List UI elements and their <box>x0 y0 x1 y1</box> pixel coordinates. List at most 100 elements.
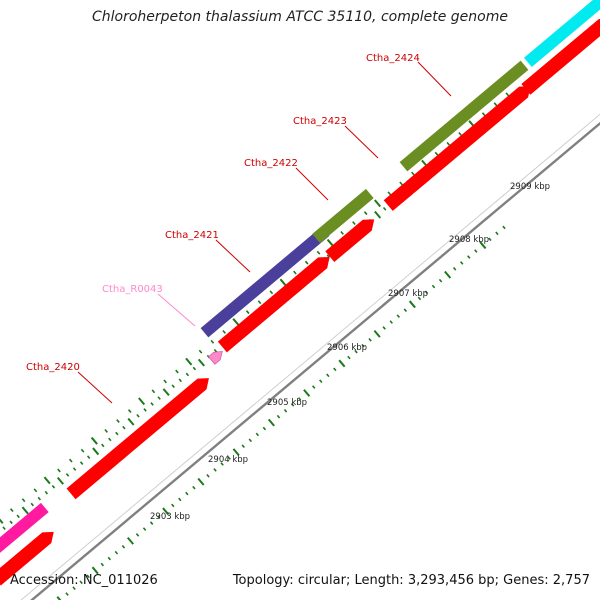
category-bar-cat-magenta <box>0 502 49 558</box>
topology-value: circular <box>297 573 346 588</box>
tick-mark <box>493 102 498 107</box>
cds-arrow <box>404 86 531 194</box>
tick-mark <box>122 425 126 430</box>
leader-line-Ctha_2423 <box>344 125 379 159</box>
tick-mark <box>232 448 240 457</box>
tick-mark <box>197 477 205 486</box>
tick-mark <box>171 503 175 508</box>
tick-mark <box>326 238 334 247</box>
tick-mark <box>452 267 457 271</box>
tick-mark <box>178 378 182 383</box>
tick-mark <box>30 502 34 507</box>
tick-mark <box>16 514 20 519</box>
genome-stats: Topology: circular; Length: 3,293,456 bp… <box>232 573 590 588</box>
tick-mark <box>2 526 6 530</box>
tick-mark <box>373 329 381 338</box>
tick-mark <box>162 507 170 516</box>
cds-arrow <box>217 257 330 353</box>
tick-mark <box>304 260 309 265</box>
tick-mark <box>481 112 486 117</box>
tick-mark <box>92 447 100 456</box>
leader-line-Ctha_2420 <box>77 371 113 404</box>
tick-mark <box>399 181 403 186</box>
tick-mark <box>178 497 182 502</box>
leader-line-Ctha_2422 <box>295 167 329 201</box>
tick-mark <box>338 359 346 368</box>
tick-mark <box>382 207 387 211</box>
tick-mark <box>502 225 506 230</box>
leader-line-Ctha_R0043 <box>157 293 196 327</box>
scale-labels: 2903 kbp 2904 kbp 2905 kbp 2906 kbp 2907 kbp… <box>150 182 550 522</box>
tick-mark <box>290 403 295 407</box>
scale-label-2906-kbp: 2906 kbp <box>327 343 367 353</box>
cds-arrow-group <box>217 257 330 353</box>
tick-mark <box>72 467 77 471</box>
tick-mark <box>387 191 392 196</box>
tick-mark <box>352 221 356 225</box>
rna-feature-group <box>208 351 223 365</box>
rna-feature <box>208 351 223 365</box>
tick-mark <box>80 448 85 453</box>
tick-mark <box>227 456 231 460</box>
tick-mark <box>171 384 175 389</box>
tick-mark <box>136 413 140 418</box>
cds-arrow <box>325 219 375 263</box>
tick-mark <box>90 436 98 445</box>
tick-mark <box>495 231 499 236</box>
tick-mark <box>37 496 42 501</box>
category-bar-cat-navy-group <box>200 226 330 338</box>
tick-mark <box>65 473 70 477</box>
tick-mark <box>21 498 26 503</box>
scale-label-2908-kbp: 2908 kbp <box>449 235 489 245</box>
tick-mark <box>374 210 382 219</box>
tick-mark <box>396 314 400 318</box>
tick-mark <box>206 473 210 478</box>
scale-label-2909-kbp: 2909 kbp <box>510 182 550 192</box>
length-label: Length: <box>354 573 404 588</box>
tick-mark <box>340 230 344 235</box>
tick-mark <box>157 396 161 400</box>
genome-title: Chloroherpeton thalassium ATCC 35110, co… <box>92 9 508 25</box>
category-bar-cat-olive-1 <box>312 188 374 244</box>
tick-mark <box>417 296 422 301</box>
tick-mark <box>43 476 51 485</box>
tick-mark <box>138 397 146 406</box>
cds-arrow <box>383 182 416 211</box>
tick-mark <box>121 544 126 549</box>
tick-mark <box>114 550 119 555</box>
tick-mark <box>467 255 471 259</box>
feature-label-Ctha_2423: Ctha_2423 <box>293 116 347 127</box>
tick-mark <box>262 426 267 431</box>
tick-mark <box>192 366 197 371</box>
tick-mark <box>279 278 287 287</box>
accession-value: NC_011026 <box>82 573 158 588</box>
leader-line-Ctha_2421 <box>215 239 251 273</box>
feature-label-Ctha_2422: Ctha_2422 <box>244 158 298 169</box>
tick-mark <box>403 308 408 313</box>
tick-mark <box>149 521 154 525</box>
backbone-line-outer <box>30 121 600 600</box>
tick-mark <box>444 270 452 279</box>
tick-mark <box>361 343 365 348</box>
tick-mark <box>438 278 443 283</box>
tick-mark <box>411 171 415 176</box>
cds-arrow-group <box>325 219 375 263</box>
tick-mark <box>127 409 132 414</box>
tick-mark <box>505 92 510 97</box>
tick-mark <box>185 372 190 377</box>
tick-mark <box>220 462 224 466</box>
scale-label-2905-kbp: 2905 kbp <box>267 398 307 408</box>
tick-mark <box>197 358 205 367</box>
category-bar-cat-olive-2 <box>399 60 529 172</box>
tick-mark <box>368 337 372 342</box>
tick-mark <box>68 458 73 463</box>
tick-mark <box>108 437 112 442</box>
tick-mark <box>269 290 274 295</box>
tick-mark <box>101 443 105 448</box>
tick-mark <box>458 131 462 136</box>
tick-mark <box>326 373 330 378</box>
tick-mark <box>354 349 358 354</box>
tick-mark <box>175 369 179 374</box>
category-bar-cat-olive-1-group <box>312 188 374 244</box>
